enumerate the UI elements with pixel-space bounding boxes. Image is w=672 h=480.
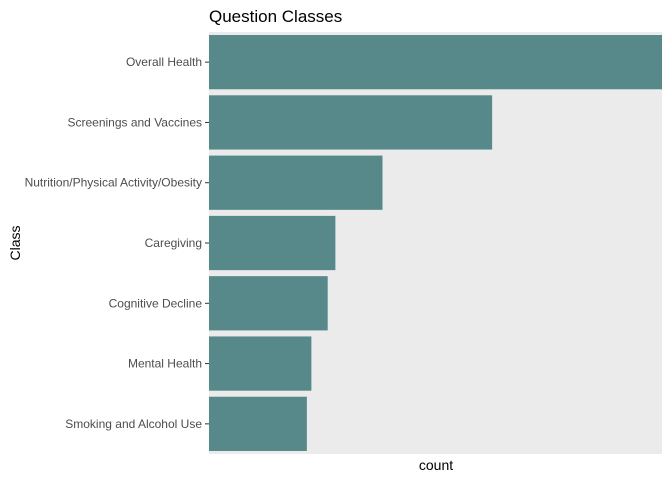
bar-caregiving — [209, 215, 336, 271]
y-tick-label-nutrition-physical-activity-obesity: Nutrition/Physical Activity/Obesity — [25, 176, 202, 190]
y-tick-label-screenings-and-vaccines: Screenings and Vaccines — [67, 115, 202, 129]
y-tick-label-caregiving: Caregiving — [145, 236, 202, 250]
bar-overall-health — [209, 35, 662, 90]
y-tick-label-overall-health: Overall Health — [126, 55, 202, 69]
y-tick-label-smoking-and-alcohol-use: Smoking and Alcohol Use — [65, 417, 202, 431]
bars-group — [209, 35, 662, 451]
bar-cognitive-decline — [209, 276, 328, 331]
y-axis: Overall Health Screenings and Vaccines Nut… — [25, 55, 209, 431]
bar-mental-health — [209, 336, 312, 391]
bar-screenings-and-vaccines — [209, 95, 493, 150]
bar-smoking-and-alcohol-use — [209, 396, 307, 451]
y-tick-label-cognitive-decline: Cognitive Decline — [109, 296, 203, 310]
x-axis-label: count — [419, 457, 453, 473]
y-axis-label: Class — [7, 225, 23, 260]
chart-title: Question Classes — [209, 7, 342, 26]
y-tick-label-mental-health: Mental Health — [128, 357, 202, 371]
bar-nutrition-physical-activity-obesity — [209, 155, 383, 210]
